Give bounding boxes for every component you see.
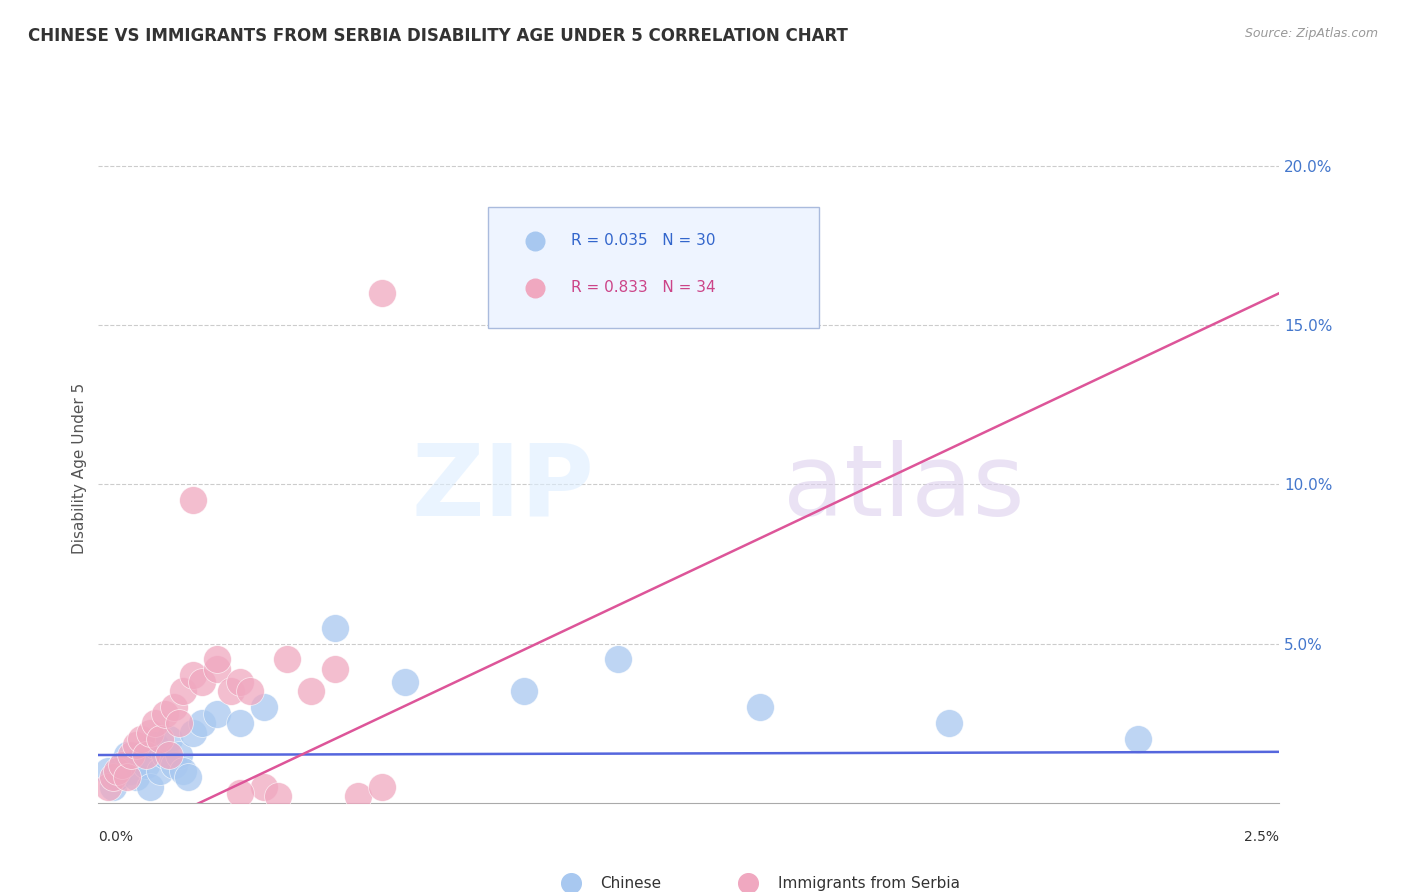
Point [167,716,190,731]
Point [111,757,134,772]
Point [394,674,416,689]
Text: atlas: atlas [783,440,1025,537]
Point [276,652,298,666]
FancyBboxPatch shape [488,208,818,328]
Point [139,780,162,794]
Point [267,789,290,804]
Point [323,621,346,635]
Point [276,799,298,814]
Point [177,770,200,784]
Point [371,286,394,301]
Point [121,764,143,778]
Point [163,700,186,714]
Point [205,652,228,666]
Text: Source: ZipAtlas.com: Source: ZipAtlas.com [1244,27,1378,40]
Point [323,662,346,676]
Point [191,716,214,731]
Point [167,747,190,762]
Point [105,764,128,778]
Text: CHINESE VS IMMIGRANTS FROM SERBIA DISABILITY AGE UNDER 5 CORRELATION CHART: CHINESE VS IMMIGRANTS FROM SERBIA DISABI… [28,27,848,45]
Point [347,799,370,814]
Point [191,674,214,689]
Point [748,700,770,714]
Point [299,684,322,698]
Point [111,757,134,772]
Point [121,747,143,762]
Point [101,780,124,794]
Point [139,725,162,739]
Y-axis label: Disability Age Under 5: Disability Age Under 5 [72,383,87,554]
Point [172,684,194,698]
Point [125,739,148,753]
Point [181,725,204,739]
Point [129,732,152,747]
Point [153,747,176,762]
Point [135,747,157,762]
Text: Immigrants from Serbia: Immigrants from Serbia [778,876,959,890]
Point [149,764,172,778]
Text: R = 0.035   N = 30: R = 0.035 N = 30 [571,234,716,248]
Text: 2.5%: 2.5% [1244,830,1279,844]
Point [219,684,242,698]
Text: ZIP: ZIP [412,440,595,537]
Point [135,757,157,772]
Text: 0.0%: 0.0% [98,830,134,844]
Point [181,493,204,508]
Point [143,716,166,731]
Point [229,674,252,689]
Point [153,706,176,721]
Point [163,757,186,772]
Point [115,747,138,762]
Point [157,732,180,747]
Text: R = 0.833   N = 34: R = 0.833 N = 34 [571,280,716,295]
Point [607,652,630,666]
Point [101,770,124,784]
Point [229,716,252,731]
Point [262,769,284,783]
Point [143,739,166,753]
Text: Chinese: Chinese [600,876,661,890]
Point [262,771,284,786]
Point [115,770,138,784]
Point [157,747,180,762]
Point [253,780,276,794]
Point [149,732,172,747]
Point [129,747,152,762]
Point [181,668,204,682]
Point [205,706,228,721]
Point [253,700,276,714]
Point [125,770,148,784]
Point [1126,732,1149,747]
Point [97,780,120,794]
Point [239,684,262,698]
Point [938,716,960,731]
Point [105,770,128,784]
Point [205,662,228,676]
Point [371,780,394,794]
Point [347,789,370,804]
Point [229,786,252,800]
Point [97,764,120,778]
Point [172,764,194,778]
Point [512,684,534,698]
